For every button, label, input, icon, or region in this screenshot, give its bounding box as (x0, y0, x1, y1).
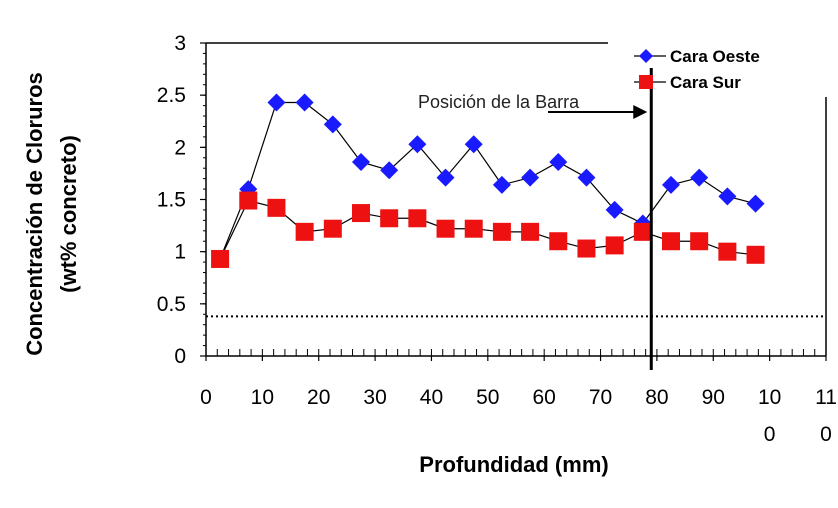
x-tick-label: 70 (589, 386, 612, 409)
data-point-sur (690, 232, 709, 251)
y-tick-label: 2 (174, 136, 186, 159)
data-point-oeste (746, 194, 765, 213)
data-point-oeste (436, 168, 455, 187)
y-tick-label: 1 (174, 241, 186, 264)
data-point-oeste (690, 168, 709, 187)
data-point-oeste (380, 161, 399, 180)
series-layer (211, 93, 765, 268)
bar-position-label: Posición de la Barra (418, 92, 580, 112)
data-point-sur (605, 236, 624, 255)
data-point-sur (295, 222, 314, 241)
data-point-sur (577, 239, 596, 258)
data-point-sur (662, 232, 680, 251)
y-axis-title-line1: Concentración de Cloruros (22, 72, 47, 356)
x-tick-label: 90 (702, 386, 725, 409)
x-tick-label-wrap: 0 (820, 423, 832, 446)
data-point-oeste (577, 168, 596, 187)
x-tick-label: 10 (251, 386, 274, 409)
bar-position-arrowhead (633, 105, 648, 119)
legend-marker-sur (639, 75, 653, 89)
x-tick-label-wrap: 0 (764, 423, 776, 446)
y-tick-label: 3 (174, 32, 186, 55)
legend-label-0: Cara Oeste (670, 47, 760, 66)
legend-marker-oeste (639, 49, 653, 63)
x-tick-label: 80 (645, 386, 668, 409)
data-point-sur (352, 204, 370, 223)
data-point-oeste (408, 135, 427, 154)
x-tick-label: 60 (533, 386, 556, 409)
data-point-oeste (464, 135, 483, 154)
y-axis-title: Concentración de Cloruros (wt% concreto) (22, 72, 81, 356)
data-point-sur (464, 219, 483, 238)
data-point-oeste (295, 93, 314, 112)
data-point-sur (380, 209, 399, 228)
x-axis-title: Profundidad (mm) (419, 452, 608, 477)
legend: Cara Oeste Cara Sur (634, 47, 760, 92)
data-point-oeste (718, 187, 737, 206)
x-tick-label: 11 (815, 386, 837, 409)
y-tick-label: 0 (174, 345, 186, 368)
y-tick-label: 2.5 (157, 84, 186, 107)
x-tick-label: 50 (476, 386, 499, 409)
data-point-sur (549, 232, 568, 251)
data-point-sur (436, 219, 455, 238)
legend-label-1: Cara Sur (670, 73, 741, 92)
bar-position-annotation: Posición de la Barra (418, 68, 653, 370)
data-point-sur (746, 245, 765, 264)
y-tick-label: 0.5 (157, 293, 186, 316)
x-tick-label: 10 (758, 386, 781, 409)
y-axis-title-line2: (wt% concreto) (56, 135, 81, 293)
data-point-sur (718, 242, 737, 261)
x-tick-label: 30 (363, 386, 386, 409)
data-point-sur (492, 222, 511, 241)
data-point-oeste (662, 175, 680, 194)
plot-frame (206, 42, 827, 356)
data-point-sur (239, 191, 258, 210)
data-point-oeste (267, 93, 286, 112)
data-point-sur (267, 198, 286, 217)
data-point-sur (521, 222, 540, 241)
axes (200, 42, 827, 361)
data-point-sur (211, 249, 230, 268)
x-tick-label: 40 (420, 386, 443, 409)
data-point-oeste (352, 152, 370, 171)
y-tick-label: 1.5 (157, 189, 186, 212)
data-point-oeste (549, 152, 568, 171)
data-point-sur (633, 222, 652, 241)
x-tick-label: 0 (200, 386, 212, 409)
data-point-sur (323, 219, 342, 238)
data-point-oeste (323, 115, 342, 134)
data-point-sur (408, 209, 427, 228)
data-point-oeste (605, 200, 624, 219)
data-point-oeste (521, 168, 540, 187)
x-tick-label: 20 (307, 386, 330, 409)
data-point-oeste (492, 175, 511, 194)
